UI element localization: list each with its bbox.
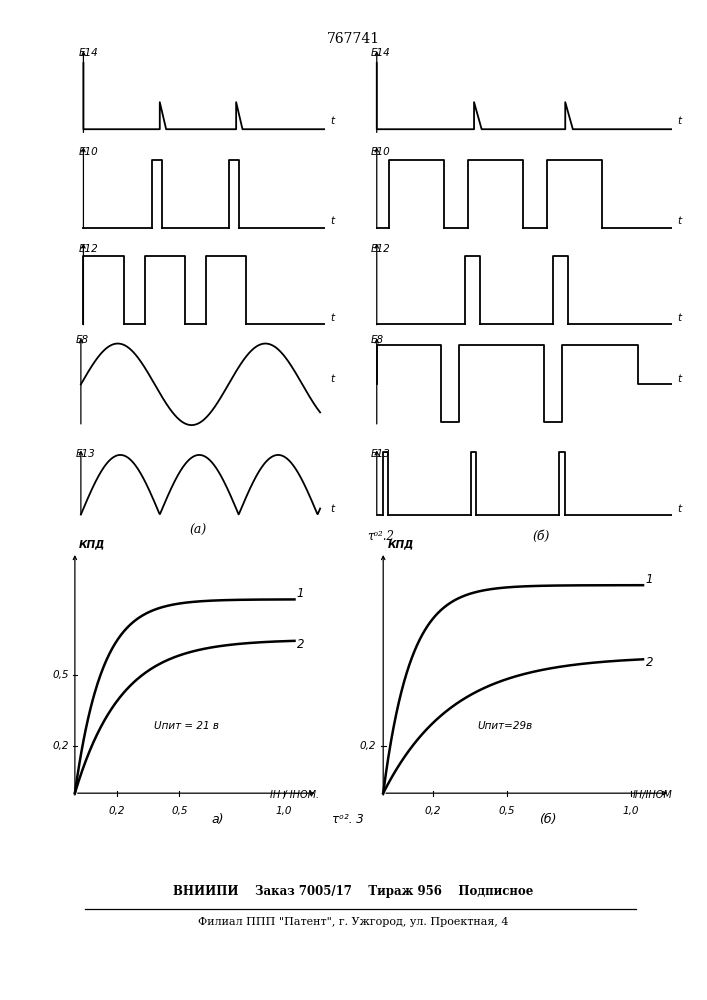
Text: 0,2: 0,2: [52, 741, 69, 751]
Text: t: t: [330, 216, 334, 226]
Text: τᵒ². 3: τᵒ². 3: [332, 813, 364, 826]
Text: t: t: [678, 116, 682, 126]
Text: 0,5: 0,5: [498, 806, 515, 816]
Text: t: t: [330, 504, 334, 514]
Text: t: t: [678, 374, 682, 384]
Text: ВНИИПИ    Заказ 7005/17    Тираж 956    Подписное: ВНИИПИ Заказ 7005/17 Тираж 956 Подписное: [173, 885, 534, 898]
Text: 767741: 767741: [327, 32, 380, 46]
Text: E10: E10: [78, 147, 98, 157]
Text: t: t: [678, 313, 682, 323]
Text: Uпит = 21 в: Uпит = 21 в: [154, 721, 219, 731]
Text: 2: 2: [645, 656, 653, 669]
Text: E12: E12: [370, 244, 390, 254]
Text: 1,0: 1,0: [276, 806, 292, 816]
Text: t: t: [678, 504, 682, 514]
Text: E12: E12: [78, 244, 98, 254]
Text: 0,2: 0,2: [424, 806, 441, 816]
Text: t: t: [330, 374, 334, 384]
Text: 0,5: 0,5: [52, 670, 69, 680]
Text: E13: E13: [76, 449, 95, 459]
Text: 2: 2: [297, 638, 304, 651]
Text: t: t: [330, 313, 334, 323]
Text: 1: 1: [297, 587, 304, 600]
Text: E10: E10: [370, 147, 390, 157]
Text: 1: 1: [645, 573, 653, 586]
Text: КПД: КПД: [79, 540, 105, 550]
Text: КПД: КПД: [388, 540, 414, 550]
Text: 0,5: 0,5: [171, 806, 188, 816]
Text: 1,0: 1,0: [622, 806, 639, 816]
Text: (б): (б): [532, 530, 549, 543]
Text: t: t: [330, 116, 334, 126]
Text: E14: E14: [370, 48, 390, 58]
Text: (a): (a): [189, 524, 206, 537]
Text: τᵒ².2: τᵒ².2: [368, 530, 395, 543]
Text: Филиал ППП "Патент", г. Ужгород, ул. Проектная, 4: Филиал ППП "Патент", г. Ужгород, ул. Про…: [198, 917, 509, 927]
Text: 0,2: 0,2: [359, 741, 376, 751]
Text: 0,2: 0,2: [108, 806, 125, 816]
Text: E13: E13: [370, 449, 390, 459]
Text: E8: E8: [76, 335, 89, 345]
Text: E8: E8: [370, 335, 384, 345]
Text: IH / IHOM.: IH / IHOM.: [271, 790, 320, 800]
Text: t: t: [678, 216, 682, 226]
Text: (б): (б): [539, 813, 556, 826]
Text: a): a): [211, 813, 223, 826]
Text: Uпит=29в: Uпит=29в: [477, 721, 532, 731]
Text: E14: E14: [78, 48, 98, 58]
Text: IH/IHOM: IH/IHOM: [633, 790, 672, 800]
